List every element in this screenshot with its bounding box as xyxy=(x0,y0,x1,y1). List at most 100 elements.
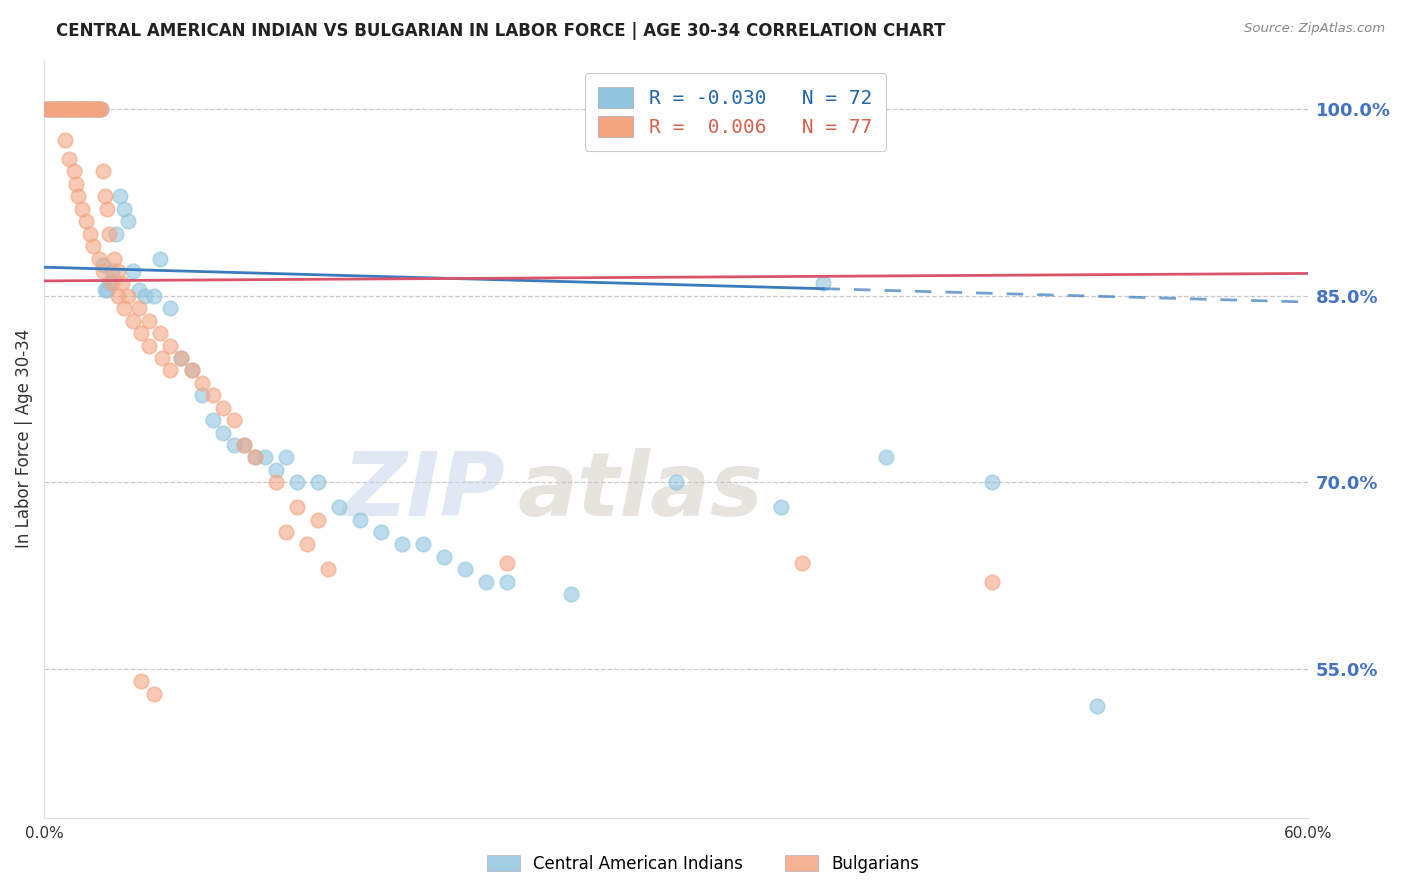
Point xyxy=(142,687,165,701)
Point xyxy=(91,258,114,272)
Point xyxy=(980,475,1002,490)
Point xyxy=(96,283,118,297)
Point xyxy=(307,513,329,527)
Point xyxy=(254,450,277,465)
Point xyxy=(370,524,392,539)
Point xyxy=(159,301,181,316)
Point xyxy=(39,103,62,117)
Text: CENTRAL AMERICAN INDIAN VS BULGARIAN IN LABOR FORCE | AGE 30-34 CORRELATION CHAR: CENTRAL AMERICAN INDIAN VS BULGARIAN IN … xyxy=(56,22,946,40)
Text: Source: ZipAtlas.com: Source: ZipAtlas.com xyxy=(1244,22,1385,36)
Point xyxy=(48,103,70,117)
Point xyxy=(70,103,93,117)
Point xyxy=(412,537,434,551)
Point xyxy=(53,133,76,147)
Point xyxy=(128,283,150,297)
Point xyxy=(180,363,202,377)
Point xyxy=(307,475,329,490)
Point xyxy=(159,338,181,352)
Point xyxy=(35,103,58,117)
Point xyxy=(75,103,97,117)
Point xyxy=(233,438,256,452)
Point xyxy=(53,103,76,117)
Point xyxy=(90,103,112,117)
Point xyxy=(69,103,91,117)
Point xyxy=(52,103,75,117)
Point xyxy=(79,103,101,117)
Point xyxy=(496,556,519,570)
Point xyxy=(243,450,266,465)
Point xyxy=(87,103,110,117)
Point xyxy=(65,103,87,117)
Point xyxy=(62,164,84,178)
Point xyxy=(149,326,172,340)
Point xyxy=(100,264,122,278)
Point xyxy=(79,227,101,241)
Point xyxy=(94,189,117,203)
Point xyxy=(107,289,129,303)
Point xyxy=(222,438,245,452)
Point xyxy=(75,214,97,228)
Point xyxy=(82,103,104,117)
Point xyxy=(66,103,89,117)
Point xyxy=(56,103,79,117)
Point xyxy=(86,103,108,117)
Point xyxy=(191,376,214,390)
Point xyxy=(328,500,350,515)
Point xyxy=(98,227,121,241)
Point xyxy=(73,103,96,117)
Point xyxy=(107,264,129,278)
Point xyxy=(134,289,156,303)
Point xyxy=(264,463,287,477)
Point xyxy=(65,103,87,117)
Point xyxy=(201,413,224,427)
Point xyxy=(37,103,59,117)
Point xyxy=(496,574,519,589)
Point xyxy=(149,252,172,266)
Point xyxy=(77,103,100,117)
Point xyxy=(111,277,134,291)
Point xyxy=(201,388,224,402)
Point xyxy=(276,450,298,465)
Point xyxy=(45,103,67,117)
Point xyxy=(83,103,105,117)
Point xyxy=(128,301,150,316)
Point xyxy=(243,450,266,465)
Point xyxy=(44,103,66,117)
Legend: R = -0.030   N = 72, R =  0.006   N = 77: R = -0.030 N = 72, R = 0.006 N = 77 xyxy=(585,73,886,151)
Point xyxy=(87,252,110,266)
Point xyxy=(159,363,181,377)
Point xyxy=(138,338,160,352)
Point xyxy=(170,351,193,365)
Point xyxy=(980,574,1002,589)
Point xyxy=(129,326,152,340)
Point xyxy=(100,277,122,291)
Point xyxy=(52,103,75,117)
Point xyxy=(82,103,104,117)
Point xyxy=(222,413,245,427)
Point xyxy=(58,103,80,117)
Point xyxy=(180,363,202,377)
Point xyxy=(87,103,110,117)
Point xyxy=(129,674,152,689)
Point xyxy=(70,202,93,216)
Point xyxy=(60,103,83,117)
Point xyxy=(48,103,70,117)
Point xyxy=(264,475,287,490)
Point xyxy=(475,574,498,589)
Point xyxy=(665,475,688,490)
Point xyxy=(560,587,582,601)
Point xyxy=(44,103,66,117)
Point xyxy=(35,103,58,117)
Point xyxy=(349,513,371,527)
Point xyxy=(58,152,80,166)
Point xyxy=(391,537,413,551)
Point xyxy=(39,103,62,117)
Point xyxy=(69,103,91,117)
Point xyxy=(1085,699,1108,714)
Point xyxy=(108,189,131,203)
Point xyxy=(91,164,114,178)
Point xyxy=(212,401,235,415)
Point xyxy=(117,214,139,228)
Point xyxy=(82,239,104,253)
Point xyxy=(75,103,97,117)
